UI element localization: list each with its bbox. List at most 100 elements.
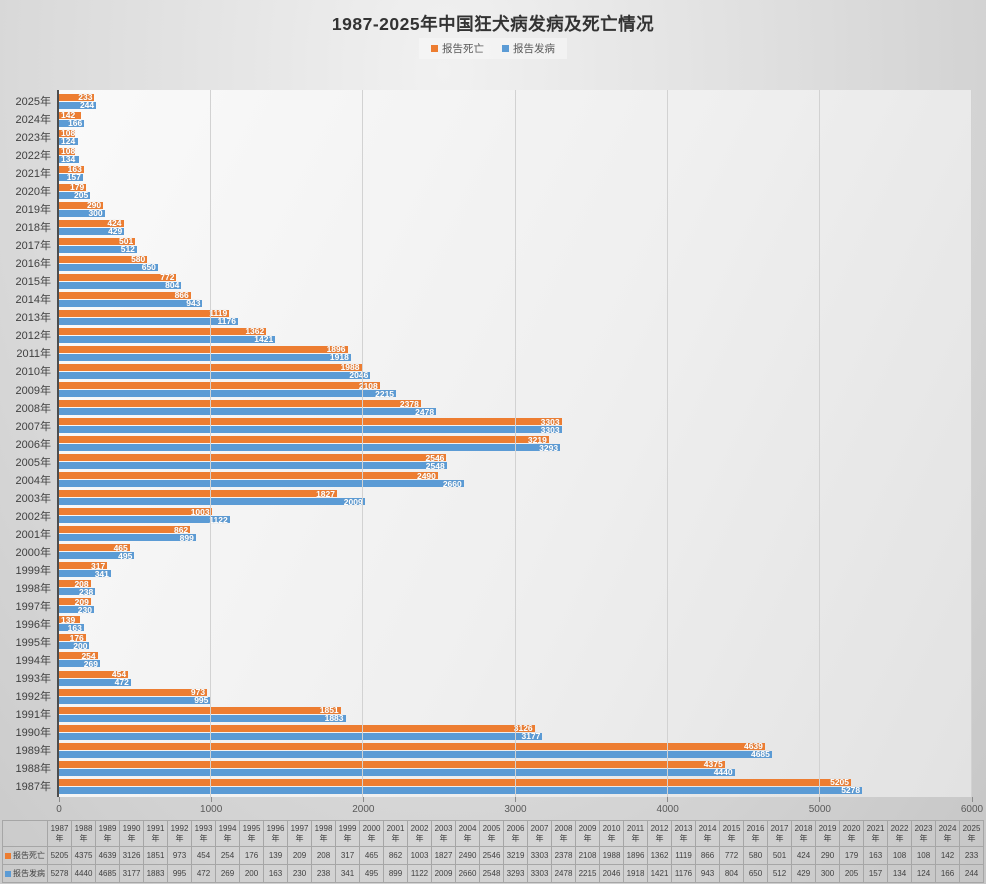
bar-value-label: 772 — [160, 272, 175, 283]
table-value-cell: 176 — [240, 847, 264, 865]
cases-bar: 495 — [59, 550, 135, 561]
deaths-bar: 3303 — [59, 417, 562, 425]
x-axis-label: 5000 — [808, 804, 831, 815]
bar-value-label: 300 — [88, 207, 103, 218]
table-value-cell: 501 — [768, 847, 792, 865]
table-year-header: 2009 年 — [576, 821, 600, 847]
axis-tick — [971, 797, 973, 802]
bar-value-label: 4440 — [713, 766, 733, 777]
cases-bar: 899 — [59, 534, 196, 542]
table-value-cell: 3303 — [528, 865, 552, 883]
deaths-bar: 5205 — [59, 776, 852, 787]
table-value-cell: 244 — [960, 865, 984, 883]
x-axis-label: 6000 — [960, 804, 984, 815]
year-label: 1996年 — [15, 618, 51, 631]
year-label: 2015年 — [15, 276, 51, 289]
bar-value-label: 230 — [77, 604, 92, 615]
gridline — [514, 90, 516, 797]
table-year-header: 2023 年 — [912, 821, 936, 847]
bar-value-label: 973 — [190, 686, 206, 697]
year-label: 2019年 — [15, 204, 51, 217]
cases-bar: 943 — [59, 298, 203, 309]
deaths-bar: 866 — [59, 291, 191, 299]
chart-row: 2019年 290 300 — [16, 200, 972, 218]
chart-row: 2005年 2546 2548 — [16, 453, 972, 471]
deaths-bar: 233 — [59, 93, 95, 101]
bar-value-label: 1851 — [319, 704, 339, 715]
year-label: 1992年 — [15, 691, 51, 704]
cases-bar: 2660 — [59, 479, 464, 487]
deaths-bar: 2108 — [59, 381, 380, 389]
table-value-cell: 1176 — [672, 865, 696, 883]
bar-value-label: 943 — [186, 298, 201, 309]
bar-value-label: 1122 — [209, 514, 228, 525]
table-year-header: 2005 年 — [480, 821, 504, 847]
deaths-bar: 2490 — [59, 471, 438, 479]
axis-tick — [210, 797, 212, 802]
deaths-bar: 1003 — [59, 506, 212, 517]
bar-value-label: 501 — [119, 236, 134, 247]
bar-value-label: 5205 — [830, 776, 850, 787]
year-label: 1989年 — [15, 745, 51, 758]
gridline — [666, 90, 668, 797]
year-label: 1990年 — [15, 727, 51, 740]
table-value-cell: 166 — [936, 865, 960, 883]
table-year-header: 2007 年 — [528, 821, 552, 847]
bar-value-label: 3293 — [539, 442, 559, 453]
chart-row: 1994年 254 269 — [16, 651, 972, 669]
deaths-bar: 501 — [59, 236, 136, 247]
cases-bar: 205 — [59, 191, 91, 199]
cases-bar: 341 — [59, 568, 111, 579]
year-label: 2006年 — [15, 438, 51, 451]
bar-value-label: 139 — [61, 614, 76, 625]
bar-value-label: 495 — [118, 550, 133, 561]
bar-value-label: 341 — [94, 568, 109, 579]
table-year-header: 2020 年 — [840, 821, 864, 847]
table-value-cell: 1421 — [648, 865, 672, 883]
table-year-header: 2019 年 — [816, 821, 840, 847]
x-axis-label: 1000 — [200, 804, 223, 815]
table-value-cell: 2546 — [480, 847, 504, 865]
year-label: 1988年 — [15, 763, 51, 776]
bar-value-label: 1003 — [190, 506, 210, 517]
chart-row: 1992年 973 995 — [16, 686, 972, 705]
table-year-header: 1987 年 — [48, 821, 72, 847]
chart-row: 2007年 3303 3303 — [16, 417, 972, 435]
bar-value-label: 995 — [194, 694, 209, 705]
table-value-cell: 424 — [792, 847, 816, 865]
bar-value-label: 163 — [67, 163, 82, 174]
bar-value-label: 244 — [79, 99, 95, 110]
chart-row: 1987年 5205 5278 — [16, 776, 972, 795]
bar-value-label: 580 — [131, 254, 146, 265]
table-year-header: 2021 年 — [864, 821, 888, 847]
table-value-cell: 254 — [216, 847, 240, 865]
cases-bar: 512 — [59, 245, 137, 253]
chart-row: 2021年 163 157 — [16, 163, 972, 182]
bar-value-label: 3177 — [521, 730, 541, 741]
cases-bar: 269 — [59, 660, 100, 668]
bar-value-label: 1421 — [254, 334, 274, 345]
bar-value-label: 124 — [61, 135, 76, 146]
axis-tick — [58, 797, 60, 802]
table-year-header: 2010 年 — [600, 821, 624, 847]
table-year-header: 1988 年 — [72, 821, 96, 847]
table-value-cell: 269 — [216, 865, 240, 883]
table-year-header: 2002 年 — [408, 821, 432, 847]
table-value-cell: 5278 — [48, 865, 72, 883]
year-label: 2009年 — [15, 384, 51, 397]
table-value-cell: 230 — [288, 865, 312, 883]
chart-row: 2023年 108 124 — [16, 128, 972, 146]
deaths-bar: 108 — [59, 145, 76, 156]
chart-row: 2020年 179 205 — [16, 182, 972, 200]
bar-value-label: 424 — [107, 217, 122, 228]
table-value-cell: 1122 — [408, 865, 432, 883]
chart-row: 2010年 1988 2046 — [16, 362, 972, 380]
cases-bar: 429 — [59, 227, 125, 235]
table-year-header: 1999 年 — [336, 821, 360, 847]
table-year-header: 2006 年 — [504, 821, 528, 847]
table-value-cell: 2009 — [432, 865, 456, 883]
cases-bar: 3293 — [59, 442, 561, 453]
bar-value-label: 108 — [61, 145, 76, 156]
deaths-bar: 772 — [59, 272, 177, 283]
